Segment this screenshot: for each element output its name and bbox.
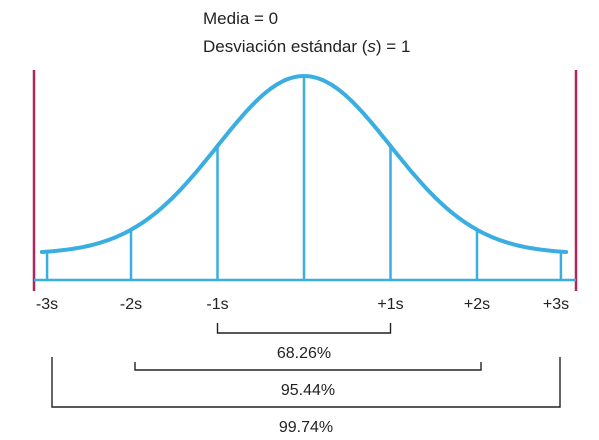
interval-bracket bbox=[135, 362, 481, 370]
interval-percentage-label: 95.44% bbox=[281, 382, 335, 399]
tick-label: +2s bbox=[464, 296, 490, 313]
tick-label: +3s bbox=[543, 296, 569, 313]
tick-label: -1s bbox=[206, 296, 228, 313]
tick-label: +1s bbox=[377, 296, 403, 313]
sigma-vertical-lines bbox=[47, 76, 561, 280]
interval-bracket bbox=[218, 323, 391, 333]
sigma-tick-labels: -3s -2s -1s +1s +2s +3s bbox=[36, 296, 569, 313]
tick-label: -3s bbox=[36, 296, 58, 313]
tick-label: -2s bbox=[120, 296, 142, 313]
interval-percentage-label: 68.26% bbox=[277, 345, 331, 362]
interval-percentage-label: 99.74% bbox=[279, 419, 333, 436]
interval-brackets: 68.26% 95.44% 99.74% bbox=[52, 323, 560, 436]
